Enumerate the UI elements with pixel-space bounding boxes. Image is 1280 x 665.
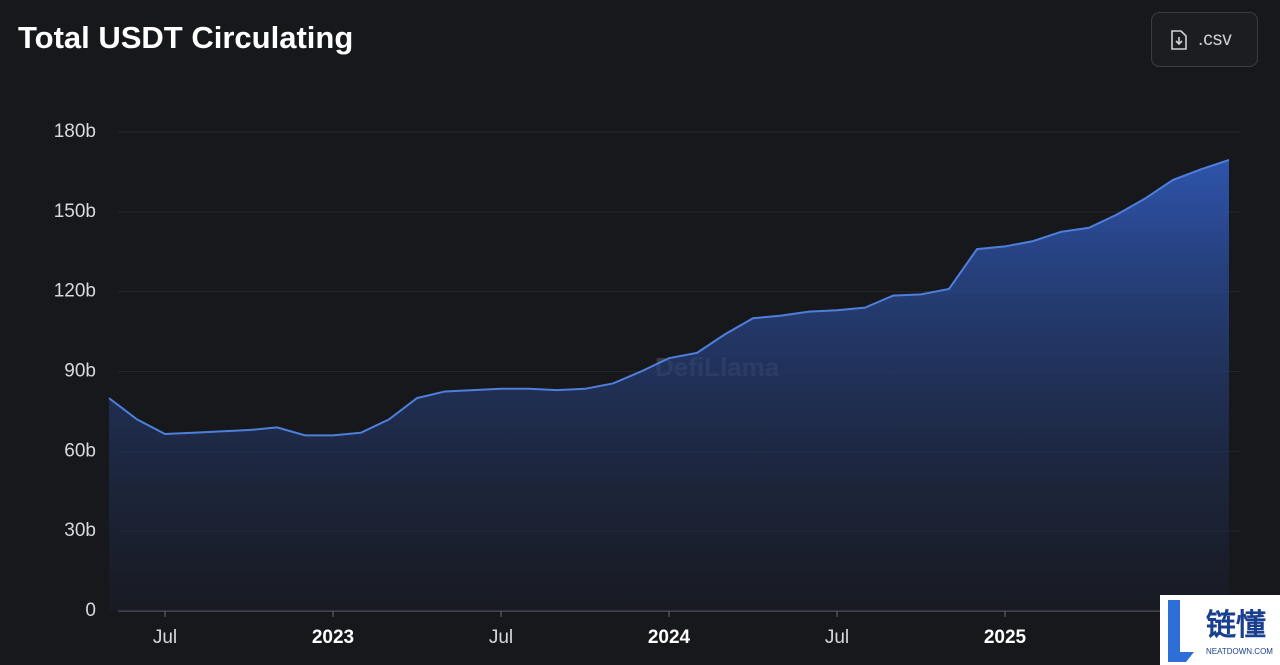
badge-logo bbox=[1168, 600, 1194, 662]
x-tick-label: Jul bbox=[489, 627, 513, 648]
y-tick-label: 150b bbox=[54, 201, 96, 222]
corner-badge: 链懂 NEATDOWN.COM bbox=[1160, 595, 1280, 665]
x-tick-label: 2025 bbox=[984, 627, 1027, 648]
y-tick-label: 120b bbox=[54, 281, 96, 302]
y-tick-label: 180b bbox=[54, 121, 96, 142]
button-frame[interactable] bbox=[1151, 12, 1258, 67]
y-tick-label: 60b bbox=[64, 440, 96, 461]
x-tick-label: 2023 bbox=[312, 627, 354, 648]
badge-subtitle: NEATDOWN.COM bbox=[1206, 647, 1273, 656]
csv-button[interactable]: .csv bbox=[1151, 12, 1258, 67]
button-label[interactable]: .csv bbox=[1198, 29, 1232, 50]
y-tick-label: 30b bbox=[64, 520, 96, 541]
x-tick-label: Jul bbox=[153, 627, 177, 648]
badge-title: 链懂 bbox=[1206, 608, 1266, 642]
area-fill bbox=[109, 159, 1229, 612]
chart-title: Total USDT Circulating bbox=[18, 20, 353, 55]
y-tick-label: 90b bbox=[64, 361, 96, 382]
x-tick-label: Jul bbox=[825, 627, 849, 648]
download-icon bbox=[1171, 30, 1187, 50]
y-tick-label: 0 bbox=[85, 600, 96, 621]
area-line bbox=[108, 158, 1230, 437]
x-tick-label: 2024 bbox=[648, 627, 691, 648]
